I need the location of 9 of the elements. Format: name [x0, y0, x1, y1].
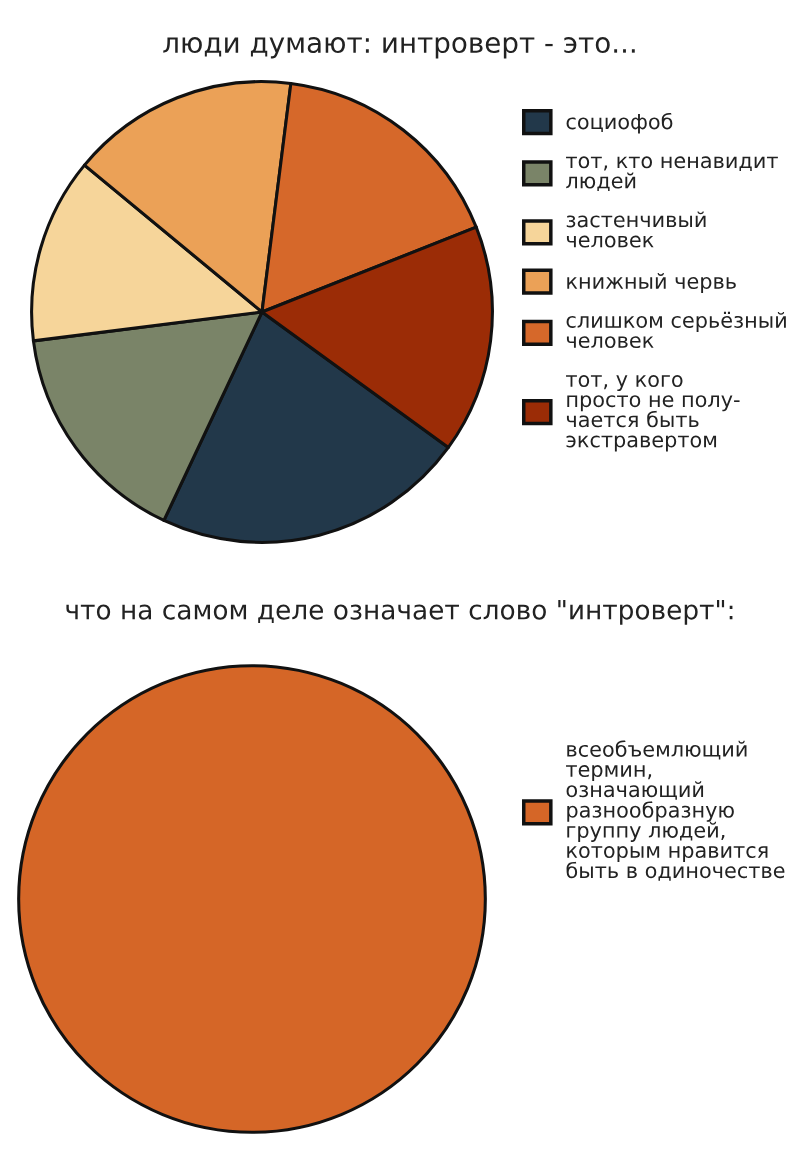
legend-label: тот, у кого просто не полу- чается быть экстравертом [566, 375, 740, 452]
legend-label: всеобъемлющий термин, означающий разнообразную группу людей, которым нравится быть в одиночестве [566, 740, 785, 881]
legend-label: социофоб [566, 112, 673, 134]
chart-title: люди думают: интроверт - это... [163, 37, 635, 59]
legend-label: застенчивый человек [566, 211, 706, 248]
legend-label: тот, кто ненавидит людей [566, 156, 778, 192]
legend-label: слишком серьёзный человек [566, 311, 786, 349]
chart-title: что на самом деле означает слово "интроверт": [66, 600, 733, 625]
legend-label: книжный червь [567, 272, 736, 294]
